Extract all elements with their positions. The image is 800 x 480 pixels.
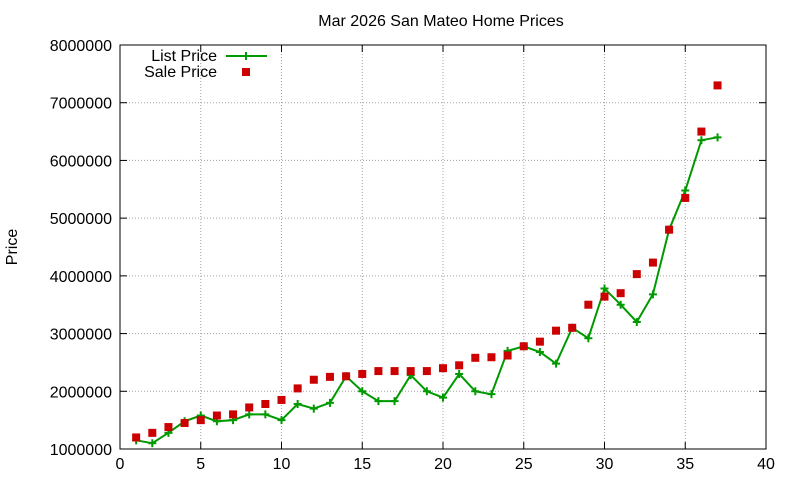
list-price-point [471, 387, 480, 396]
sale-price-point [487, 353, 496, 362]
sale-price-point [229, 410, 238, 419]
sale-price-point [616, 289, 625, 298]
sale-price-point [600, 292, 609, 301]
list-price-point [309, 404, 318, 413]
list-price-line [136, 136, 718, 445]
list-price-point [584, 334, 593, 343]
list-price-point [374, 397, 383, 406]
list-price-point [487, 390, 496, 399]
sale-price-point [455, 361, 464, 370]
sale-price-point [342, 372, 351, 381]
sale-price-point [632, 270, 641, 279]
sale-price-point [132, 433, 141, 442]
sale-price-point [358, 369, 367, 378]
list-price-point [293, 399, 302, 408]
list-price-point [325, 398, 334, 407]
y-tick-label: 6000000 [50, 153, 112, 170]
legend-label-sale-price: Sale Price [144, 64, 217, 81]
y-axis-label: Price [4, 229, 21, 266]
plot-frame [119, 44, 767, 450]
sale-price-point [406, 367, 415, 376]
list-price-point [632, 318, 641, 327]
sale-price-point [422, 367, 431, 376]
grid-lines [120, 45, 766, 449]
list-price-point [422, 387, 431, 396]
x-tick-label: 15 [353, 456, 371, 473]
list-price-point [697, 136, 706, 145]
sale-price-point [196, 416, 205, 425]
legend-marker-sale-price [242, 68, 250, 76]
sale-price-point [164, 423, 173, 432]
sale-price-point [390, 367, 399, 376]
legend-marker-list-price [242, 52, 250, 60]
x-tick-label: 30 [596, 456, 614, 473]
sale-price-point [713, 81, 722, 90]
sale-price-point [293, 384, 302, 393]
sale-price-point [325, 372, 334, 381]
list-price-point [439, 393, 447, 402]
list-price-point [148, 439, 157, 448]
y-tick-label: 3000000 [50, 327, 112, 344]
x-tick-label: 0 [116, 456, 125, 473]
y-tick-label: 7000000 [50, 96, 112, 113]
sale-price-point [552, 326, 561, 335]
list-price-series [132, 133, 722, 448]
y-tick-label: 5000000 [50, 211, 112, 228]
list-price-point [277, 416, 286, 425]
list-price-point [681, 186, 690, 195]
sale-price-point [309, 375, 318, 384]
sale-price-point [665, 225, 674, 234]
sale-price-point [697, 127, 706, 136]
sale-price-point [681, 193, 690, 202]
x-tick-label: 10 [273, 456, 291, 473]
legend: List Price Sale Price [144, 48, 267, 81]
chart-title: Mar 2026 San Mateo Home Prices [318, 13, 563, 30]
list-price-point [245, 410, 254, 419]
sale-price-point [519, 342, 528, 351]
sale-price-point [568, 323, 577, 332]
sale-price-point [180, 419, 189, 428]
list-price-point [390, 397, 399, 406]
x-tick-labels: 0 5 10 15 20 25 30 35 40 [116, 456, 775, 473]
legend-label-list-price: List Price [151, 48, 217, 65]
sale-price-point [374, 367, 383, 376]
list-price-point [552, 359, 561, 368]
list-price-point [616, 300, 625, 309]
list-price-point [648, 290, 657, 299]
list-price-point [535, 348, 544, 357]
sale-price-point [584, 300, 593, 309]
sale-price-point [648, 258, 657, 267]
sale-price-point [503, 351, 512, 360]
x-tick-label: 5 [196, 456, 205, 473]
list-price-point [261, 410, 270, 419]
sale-price-point [245, 403, 254, 412]
y-tick-labels: 1000000 2000000 3000000 4000000 5000000 60000… [50, 38, 112, 459]
x-tick-label: 25 [515, 456, 533, 473]
list-price-point [358, 387, 367, 396]
x-tick-label: 20 [434, 456, 452, 473]
y-tick-label: 2000000 [50, 384, 112, 401]
sale-price-point [277, 395, 286, 404]
y-tick-label: 8000000 [50, 38, 112, 55]
sale-price-point [148, 428, 157, 437]
y-tick-label: 4000000 [50, 269, 112, 286]
list-price-point [455, 369, 464, 378]
list-price-point [713, 133, 722, 142]
x-tick-label: 35 [676, 456, 694, 473]
sale-price-point [212, 411, 221, 420]
sale-price-series [132, 81, 722, 442]
sale-price-point [535, 337, 544, 346]
list-price-point [600, 284, 609, 293]
sale-price-point [439, 364, 447, 373]
y-tick-label: 1000000 [50, 442, 112, 459]
x-tick-label: 40 [757, 456, 775, 473]
sale-price-point [471, 353, 480, 362]
sale-price-point [261, 399, 270, 408]
